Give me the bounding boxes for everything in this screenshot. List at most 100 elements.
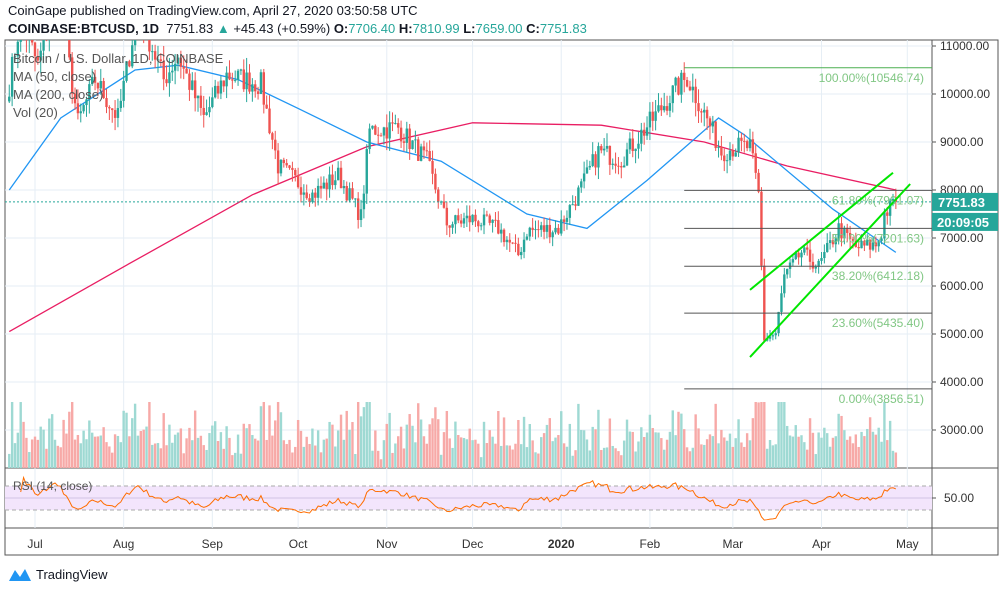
symbol-line: COINBASE:BTCUSD, 1D 7751.83 ▲ +45.43 (+0… [8,21,587,36]
candle-body [308,198,311,202]
candle-body [474,214,477,222]
volume-bar [374,430,377,468]
candle-body [800,252,803,258]
volume-bar [600,449,603,468]
volume-bar [462,437,466,468]
volume-bar [419,419,423,468]
candle-body [703,109,706,113]
candle-body [76,103,80,114]
rsi-legend: RSI (14, close) [13,479,92,493]
chart-frame [4,39,999,556]
candle-body [814,266,817,269]
y-tick-label: 11000.00 [940,39,989,53]
volume-bar [585,439,589,468]
candle-body [462,218,466,224]
candle-body [683,72,686,80]
candle-body [651,111,654,121]
volume-bar [153,443,157,468]
volume-bar [520,444,523,468]
volume-bar [677,411,680,468]
volume-bar [594,429,597,468]
candle-body [548,224,551,238]
volume-bar [785,425,789,468]
candle-body [193,80,197,99]
volume-bar [10,402,14,468]
volume-bar [637,441,640,468]
candles [8,40,898,342]
volume-bar [557,435,560,468]
candle-body [517,243,520,256]
candle-body [806,247,809,250]
candle-body [322,182,326,189]
candle-body [634,148,637,152]
volume-bar [236,434,240,468]
candle-body [131,45,134,67]
symbol[interactable]: COINBASE:BTCUSD, 1D [8,21,159,36]
candle-body [211,97,214,108]
candle-body [442,201,446,208]
fib-level-label: 50.00%(7201.63) [832,231,924,245]
volume-bar [540,437,543,468]
candle-body [817,260,820,267]
candle-body [514,242,517,244]
candle-body [840,223,843,239]
volume-bar [763,402,766,468]
candle-body [299,187,303,195]
volume-bar [56,445,60,468]
volume-bar [665,439,669,468]
volume-bar [188,427,191,468]
volume-bar [359,416,363,468]
volume-bar [122,410,125,468]
volume-bar [537,453,540,468]
tradingview-logo[interactable]: TradingView [8,566,108,582]
volume-bar [683,429,686,468]
candle-body [316,185,320,198]
candle-body [419,146,423,161]
volume-bar [568,423,572,468]
candle-body [574,204,577,206]
candle-body [268,108,271,134]
y-tick-label: 10000.00 [940,87,990,101]
volume-bar [680,413,683,468]
candle-body [465,215,469,219]
volume-bar [394,443,397,468]
candle-body [354,198,357,200]
volume-bar [211,425,214,468]
candle-body [119,100,122,109]
candle-body [108,107,111,109]
candle-body [528,227,531,237]
candle-body [499,229,503,234]
volume-bar [491,436,494,468]
candle-body [751,139,755,154]
volume-bar [642,437,646,468]
volume-bar [145,426,148,468]
volume-bar [551,441,554,468]
volume-bar [760,402,763,468]
volume-bar [431,418,434,468]
volume-bar [439,454,443,468]
volume-bar [19,402,22,468]
volume-bar [728,433,732,468]
candle-body [668,103,672,111]
volume-bar [365,402,368,468]
volume-bar [185,438,188,468]
volume-bar [414,442,417,468]
candle-body [871,242,875,250]
candle-body [771,335,775,337]
candle-body [531,227,534,230]
candle-body [494,219,497,221]
volume-bar [342,439,346,468]
x-tick-label: 2020 [548,537,575,551]
volume-bar [811,432,815,468]
volume-bar [179,428,183,468]
x-tick-label: Nov [376,537,397,551]
candle-body [631,138,634,152]
volume-bar [754,402,757,468]
candle-body [85,99,88,106]
last-price: 7751.83 [166,21,214,36]
volume-bar [888,420,892,468]
candle-body [113,110,117,118]
candle-body [837,223,840,239]
candle-body [748,139,752,149]
